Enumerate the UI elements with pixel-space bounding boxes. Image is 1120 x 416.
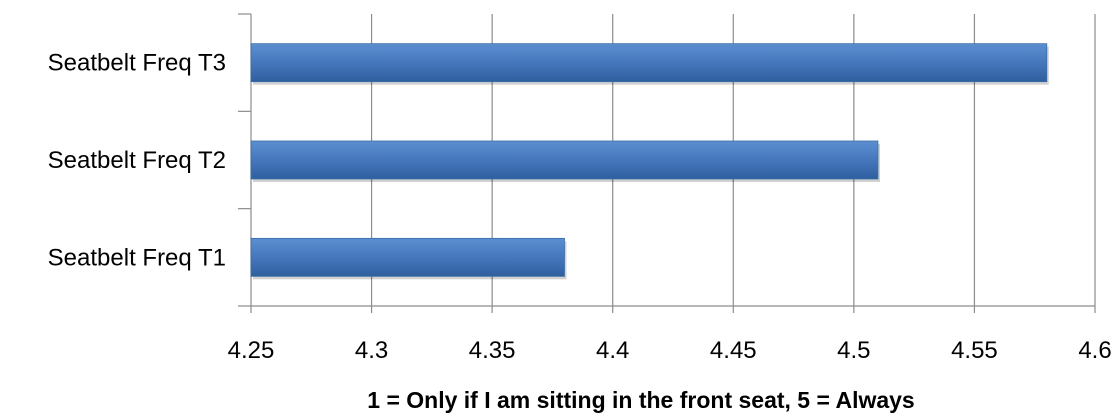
bars [250, 43, 1049, 280]
category-label: Seatbelt Freq T1 [48, 244, 226, 271]
bar-seatbelt-freq-t1 [250, 237, 565, 277]
x-tick-label: 4.55 [951, 337, 998, 364]
bar-seatbelt-freq-t3 [250, 43, 1048, 83]
bar-seatbelt-freq-t2 [250, 140, 879, 180]
x-tick-label: 4.3 [355, 337, 388, 364]
category-labels: Seatbelt Freq T1 Seatbelt Freq T2 Seatbelt… [48, 50, 226, 272]
x-tick-label: 4.5 [837, 337, 870, 364]
x-tick-label: 4.35 [469, 337, 516, 364]
x-tick-label: 4.45 [710, 337, 757, 364]
x-tick-labels: 4.25 4.3 4.35 4.4 4.45 4.5 4.55 4.6 [228, 337, 1112, 364]
category-label: Seatbelt Freq T2 [48, 147, 226, 174]
x-tick-label: 4.6 [1078, 337, 1111, 364]
x-axis-title: 1 = Only if I am sitting in the front se… [367, 387, 914, 413]
x-tick-label: 4.4 [596, 337, 629, 364]
x-tick-label: 4.25 [228, 337, 275, 364]
category-label: Seatbelt Freq T3 [48, 50, 226, 77]
